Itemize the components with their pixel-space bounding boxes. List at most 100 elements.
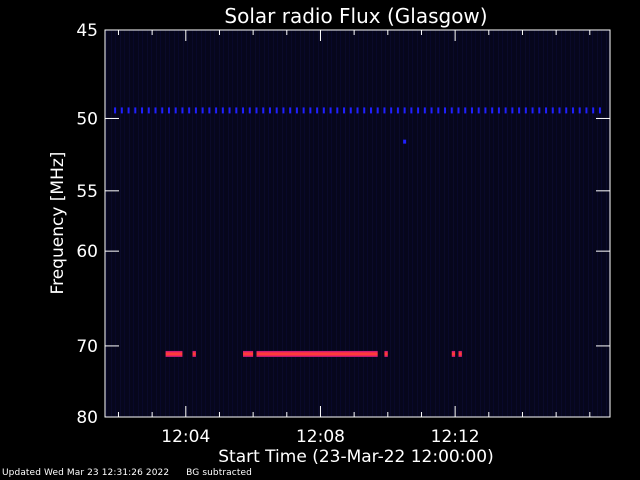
band-dot <box>235 107 238 114</box>
band-dot <box>430 107 433 114</box>
band-dot <box>464 107 467 114</box>
band-dot <box>497 107 500 114</box>
band-dot <box>457 107 460 114</box>
band-dot <box>147 107 150 114</box>
band-dot <box>518 107 521 114</box>
band-dot <box>141 107 144 114</box>
band-dot <box>396 107 399 114</box>
y-tick-label-45: 45 <box>76 21 98 41</box>
band-dot <box>248 107 251 114</box>
x-tick-label-12: 12:12 <box>431 427 480 447</box>
emission-segment <box>451 350 456 357</box>
updated-timestamp: Updated Wed Mar 23 12:31:26 2022 <box>2 468 170 478</box>
band-dot <box>194 107 197 114</box>
y-axis-label: Frequency [MHz] <box>48 152 68 295</box>
band-dot <box>221 107 224 114</box>
band-dot <box>174 107 177 114</box>
x-axis-label: Start Time (23-Mar-22 12:00:00) <box>218 447 493 467</box>
band-dot <box>592 107 595 114</box>
band-dot <box>255 107 258 114</box>
band-dot <box>127 107 130 114</box>
band-dot <box>295 107 298 114</box>
band-dot <box>208 107 211 114</box>
band-dot <box>282 107 285 114</box>
band-dot <box>410 107 413 114</box>
x-axis: 12:04 12:08 12:12 <box>117 30 591 447</box>
band-dot <box>571 107 574 114</box>
x-tick-label-4: 12:04 <box>161 427 210 447</box>
footer: Updated Wed Mar 23 12:31:26 2022 BG subt… <box>2 468 266 478</box>
band-dot <box>275 107 278 114</box>
band-dot <box>598 107 601 114</box>
y-tick-label-60: 60 <box>76 242 98 262</box>
band-dot <box>201 107 204 114</box>
y-tick-label-80: 80 <box>76 408 98 428</box>
emission-segment <box>165 350 183 357</box>
band-dot <box>161 107 164 114</box>
emission-segment <box>384 350 388 357</box>
band-dot <box>585 107 588 114</box>
y-tick-label-70: 70 <box>76 337 98 357</box>
band-dot <box>551 107 554 114</box>
band-dot <box>309 107 312 114</box>
band-dot <box>437 107 440 114</box>
band-dot <box>268 107 271 114</box>
band-dot <box>120 107 123 114</box>
emission-segment <box>243 350 254 357</box>
emission-segment <box>458 350 462 357</box>
band-dot <box>262 107 265 114</box>
band-dot <box>504 107 507 114</box>
spectrogram-features <box>114 107 601 357</box>
band-dot <box>538 107 541 114</box>
plot-area <box>105 30 610 417</box>
band-dot <box>417 107 420 114</box>
emission-segment <box>256 350 378 357</box>
band-dot <box>181 107 184 114</box>
band-dot <box>329 107 332 114</box>
band-dot <box>343 107 346 114</box>
band-dot <box>228 107 231 114</box>
band-dot <box>114 107 117 114</box>
band-dot <box>565 107 568 114</box>
band-dot <box>363 107 366 114</box>
band-dot <box>444 107 447 114</box>
band-dot <box>558 107 561 114</box>
x-tick-label-8: 12:08 <box>296 427 345 447</box>
band-dot <box>511 107 514 114</box>
band-dot <box>215 107 218 114</box>
band-dot <box>188 107 191 114</box>
band-dot <box>477 107 480 114</box>
band-dot <box>484 107 487 114</box>
band-dot <box>450 107 453 114</box>
band-dot <box>356 107 359 114</box>
band-dot <box>470 107 473 114</box>
band-dot <box>524 107 527 114</box>
band-dot <box>403 107 406 114</box>
y-tick-label-55: 55 <box>76 182 98 202</box>
band-dot <box>369 107 372 114</box>
band-dot <box>390 107 393 114</box>
band-dot <box>302 107 305 114</box>
band-dot <box>383 107 386 114</box>
band-dot <box>322 107 325 114</box>
y-axis: 45 50 55 60 70 80 <box>76 21 610 428</box>
band-dot <box>289 107 292 114</box>
isolated-dot <box>403 139 407 144</box>
band-dot <box>154 107 157 114</box>
y-tick-label-50: 50 <box>76 109 98 129</box>
band-dot <box>491 107 494 114</box>
band-dot <box>316 107 319 114</box>
band-dot <box>349 107 352 114</box>
band-dot <box>545 107 548 114</box>
band-dot <box>423 107 426 114</box>
chart-title: Solar radio Flux (Glasgow) <box>224 4 487 28</box>
band-dot <box>376 107 379 114</box>
band-dot <box>531 107 534 114</box>
band-dot <box>336 107 339 114</box>
band-dot <box>578 107 581 114</box>
background-note: BG subtracted <box>186 468 252 478</box>
band-dot <box>134 107 137 114</box>
band-dot <box>167 107 170 114</box>
band-dot <box>242 107 245 114</box>
